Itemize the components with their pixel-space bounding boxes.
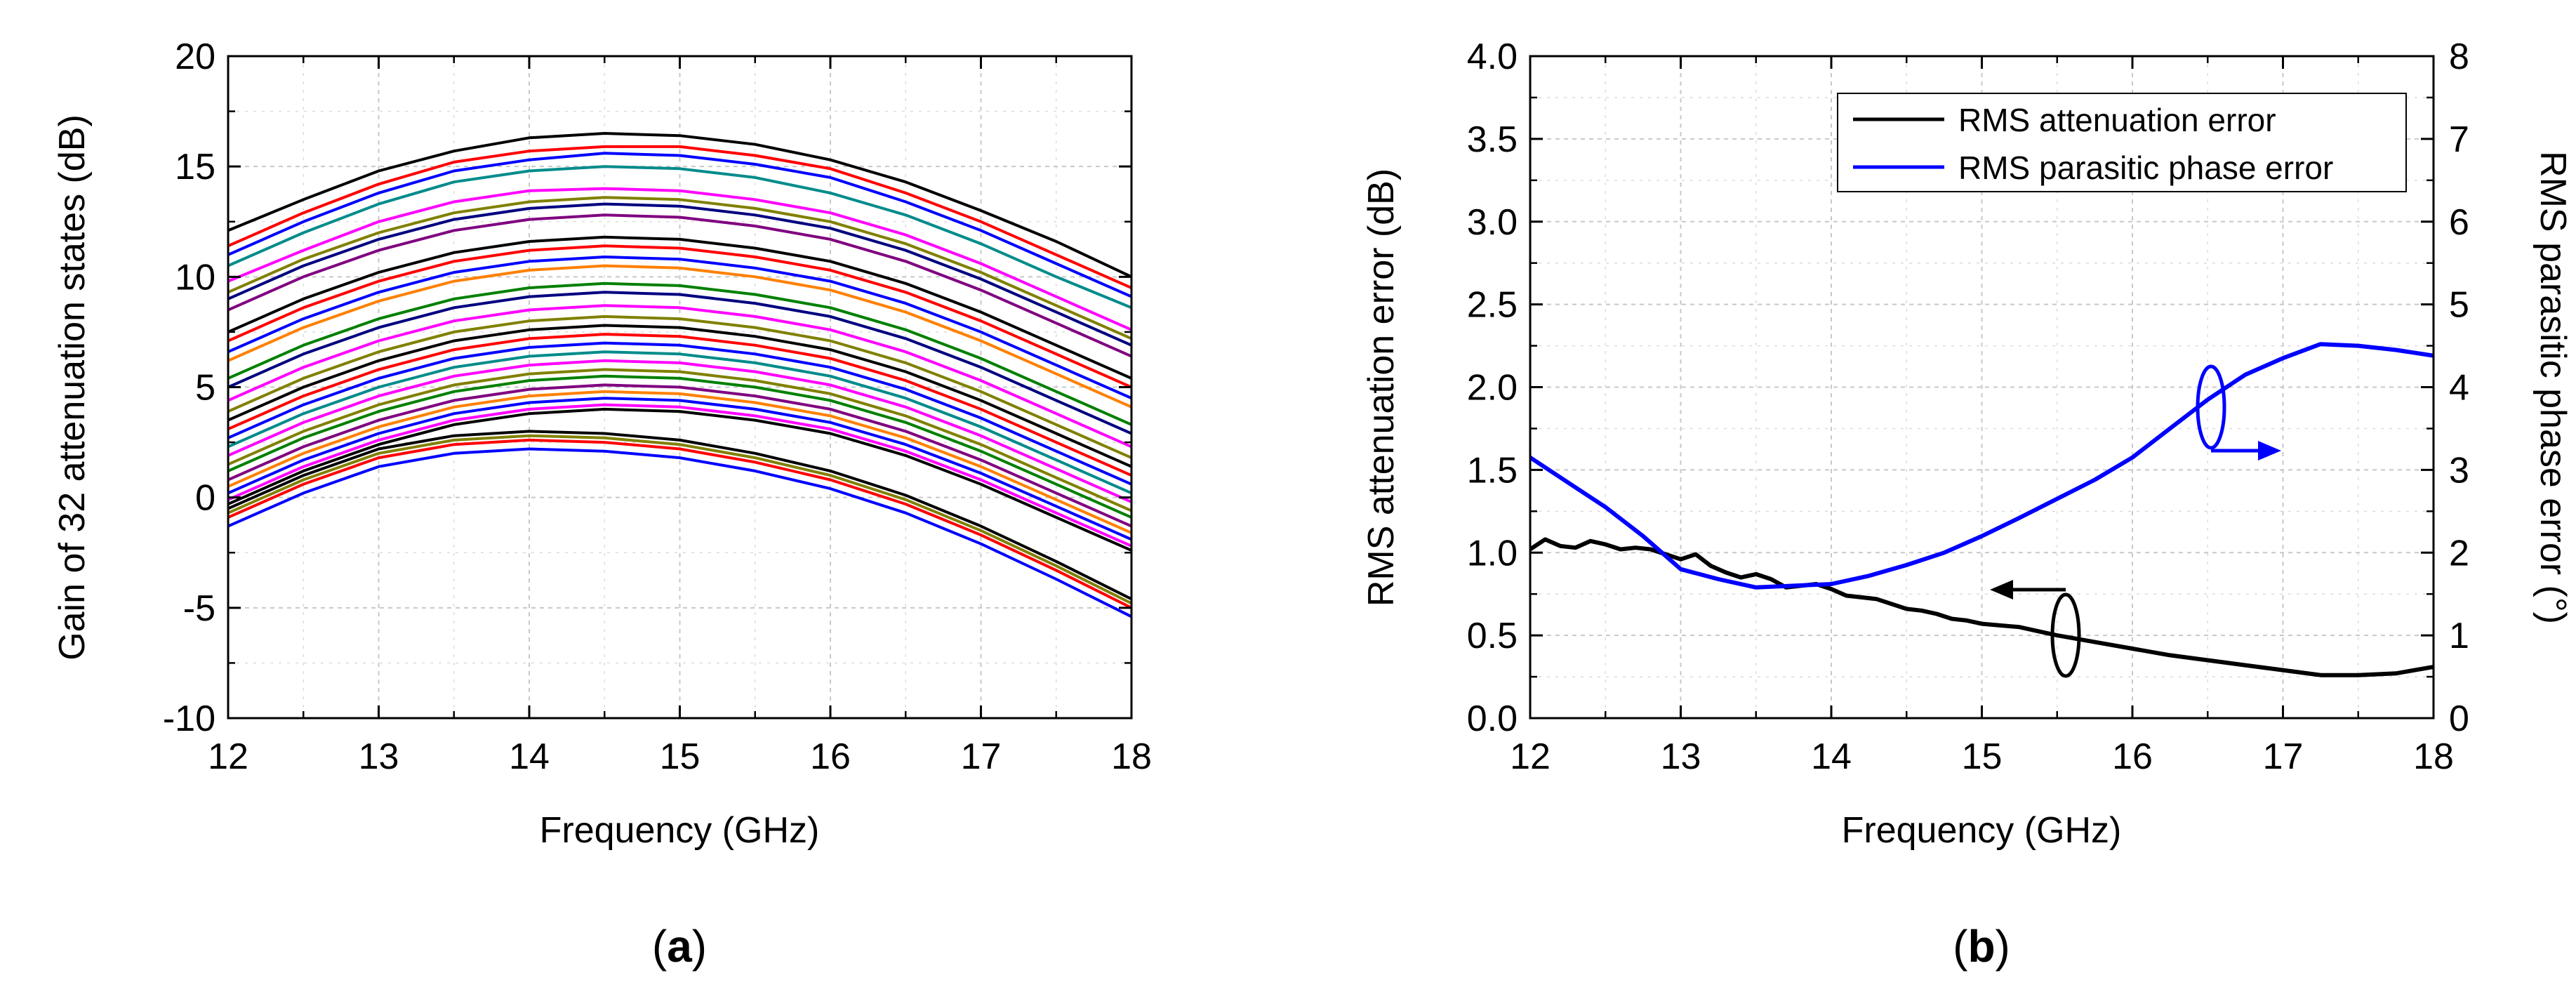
y-tick-label-a: 5 xyxy=(195,368,215,409)
x-tick-label-b: 17 xyxy=(2263,736,2304,777)
x-tick-label-b: 12 xyxy=(1510,736,1551,777)
y2-tick-label-b: 5 xyxy=(2449,285,2469,326)
x-tick-label-a: 17 xyxy=(961,736,1002,777)
legend-b: RMS attenuation error RMS parasitic phas… xyxy=(1837,93,2407,192)
y-tick-label-a: 0 xyxy=(195,478,215,519)
gain-curve-28 xyxy=(228,407,1131,552)
y-tick-label-b: 2.5 xyxy=(1467,285,1518,326)
gain-curve-31 xyxy=(228,447,1131,618)
legend-box xyxy=(1837,93,2407,192)
x-tick-label-b: 13 xyxy=(1661,736,1701,777)
gain-series-group xyxy=(228,132,1131,618)
ticks-a: 12 13 14 15 16 17 18 -10 -5 0 5 10 15 20 xyxy=(163,37,1152,777)
gain-curve-18 xyxy=(228,333,1131,477)
y-tick-label-b: 3.0 xyxy=(1467,202,1518,243)
gain-curve-20 xyxy=(228,350,1131,495)
legend-label-attenuation: RMS attenuation error xyxy=(1958,102,2276,138)
y-tick-label-a: -5 xyxy=(183,588,215,629)
y2-tick-label-b: 7 xyxy=(2449,119,2469,160)
y2-tick-label-b: 2 xyxy=(2449,533,2469,574)
y-tick-label-b: 0.0 xyxy=(1467,698,1518,739)
gain-curve-5 xyxy=(228,187,1131,331)
gain-curve-12 xyxy=(228,264,1131,409)
gain-curve-6 xyxy=(228,196,1131,340)
gain-curve-24 xyxy=(228,383,1131,528)
gain-curve-9 xyxy=(228,235,1131,380)
x-tick-label-a: 18 xyxy=(1111,736,1152,777)
chart-panel-b: 12 13 14 15 16 17 180.00.51.01.52.02.53.03.54.… xyxy=(1361,37,2573,972)
gain-curve-16 xyxy=(228,314,1131,459)
y2-tick-label-b: 3 xyxy=(2449,450,2469,491)
ticks-b: 12 13 14 15 16 17 180.00.51.01.52.02.53.03.54.… xyxy=(1467,37,2469,777)
gain-curve-21 xyxy=(228,359,1131,503)
gain-curve-4 xyxy=(228,165,1131,310)
legend-label-phase: RMS parasitic phase error xyxy=(1958,150,2333,186)
x-tick-label-a: 13 xyxy=(359,736,399,777)
x-axis-label-a: Frequency (GHz) xyxy=(540,810,820,851)
x-tick-label-a: 14 xyxy=(509,736,550,777)
y-axis-label-a: Gain of 32 attenuation states (dB) xyxy=(52,114,93,661)
gain-curve-13 xyxy=(228,281,1131,426)
gain-curve-3 xyxy=(228,152,1131,298)
x-tick-label-b: 14 xyxy=(1811,736,1852,777)
gain-curve-32 xyxy=(228,434,1131,605)
right-arrow-head xyxy=(2258,441,2281,461)
y2-tick-label-b: 6 xyxy=(2449,202,2469,243)
gain-curve-15 xyxy=(228,304,1131,449)
x-tick-label-b: 16 xyxy=(2112,736,2153,777)
gain-curve-8 xyxy=(228,213,1131,358)
left-arrow-head xyxy=(1990,580,2013,600)
y-tick-label-b: 4.0 xyxy=(1467,37,1518,77)
gain-curve-27 xyxy=(228,403,1131,548)
y-tick-label-b: 2.0 xyxy=(1467,368,1518,409)
y-tick-label-b: 0.5 xyxy=(1467,616,1518,656)
error-series-group xyxy=(1530,342,2434,677)
gain-curve-23 xyxy=(228,374,1131,519)
gain-curve-14 xyxy=(228,291,1131,435)
gain-curve-30 xyxy=(228,438,1131,609)
y-axis-label-b: RMS attenuation error (dB) xyxy=(1361,168,1402,607)
y2-tick-label-b: 4 xyxy=(2449,368,2469,409)
gain-curve-7 xyxy=(228,202,1131,347)
panel-label-a: (a) xyxy=(652,921,707,972)
x-tick-label-a: 12 xyxy=(208,736,248,777)
x-tick-label-b: 18 xyxy=(2413,736,2454,777)
y-tick-label-a: -10 xyxy=(163,698,215,739)
y-tick-label-b: 3.5 xyxy=(1467,119,1518,160)
x-tick-label-a: 16 xyxy=(810,736,851,777)
x-axis-label-b: Frequency (GHz) xyxy=(1842,810,2122,851)
gain-curve-2 xyxy=(228,145,1131,289)
y2-tick-label-b: 1 xyxy=(2449,616,2469,656)
phase-error-line xyxy=(1530,342,2434,590)
y-tick-label-a: 15 xyxy=(175,147,215,187)
y-tick-label-b: 1.0 xyxy=(1467,533,1518,574)
right-axis-indicator xyxy=(2196,364,2281,461)
chart-panel-a: 12 13 14 15 16 17 18 -10 -5 0 5 10 15 20 Frequency (G… xyxy=(52,37,1152,972)
y2-tick-label-b: 8 xyxy=(2449,37,2469,77)
y-tick-label-b: 1.5 xyxy=(1467,450,1518,491)
attenuation-error-line xyxy=(1530,537,2434,677)
gain-curve-1 xyxy=(228,132,1131,279)
gain-curve-19 xyxy=(228,341,1131,486)
left-axis-indicator xyxy=(1990,580,2081,678)
gain-curve-29 xyxy=(228,430,1131,601)
panel-label-b: (b) xyxy=(1953,921,2010,972)
gain-curve-25 xyxy=(228,390,1131,534)
gain-curve-22 xyxy=(228,368,1131,512)
gain-curve-26 xyxy=(228,397,1131,541)
y-tick-label-a: 10 xyxy=(175,257,215,298)
y2-axis-label-b: RMS parasitic phase error (°) xyxy=(2532,151,2573,624)
gain-curve-11 xyxy=(228,256,1131,400)
y2-tick-label-b: 0 xyxy=(2449,698,2469,739)
panel-letter-b: b xyxy=(1967,921,1995,972)
phase-curve-ellipse xyxy=(2196,364,2226,450)
gain-curve-10 xyxy=(228,244,1131,389)
x-tick-label-b: 15 xyxy=(1962,736,2003,777)
attenuation-curve-ellipse xyxy=(2050,592,2081,678)
panel-letter-a: a xyxy=(667,921,692,972)
x-tick-label-a: 15 xyxy=(660,736,701,777)
y-tick-label-a: 20 xyxy=(175,37,215,77)
gain-curve-17 xyxy=(228,324,1131,468)
